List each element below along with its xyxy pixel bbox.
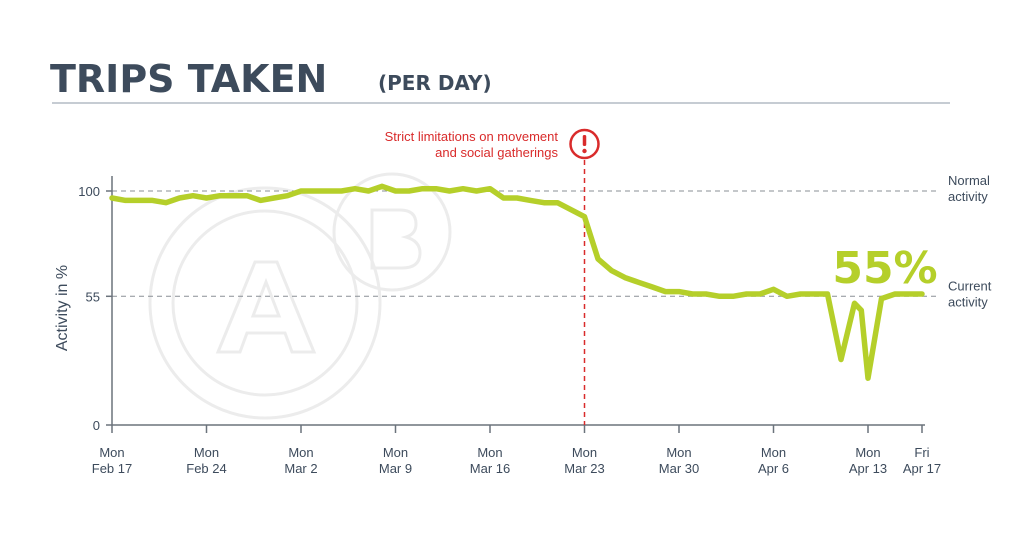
- exclamation-circle-icon: [569, 128, 600, 160]
- x-tick-label: Mon Mar 16: [470, 445, 510, 476]
- x-tick-label-line2: Mar 16: [470, 461, 510, 476]
- x-tick-label: Fri Apr 17: [903, 445, 941, 476]
- x-tick-label: Mon Mar 23: [564, 445, 604, 476]
- x-tick-label-line1: Mon: [383, 445, 408, 460]
- x-tick-label-line2: Mar 23: [564, 461, 604, 476]
- event-annotation-line2: and social gatherings: [435, 145, 558, 160]
- chart-subtitle: (PER DAY): [378, 71, 492, 95]
- x-tick-label-line1: Fri: [914, 445, 929, 460]
- event-annotation: Strict limitations on movement and social…: [385, 128, 600, 425]
- watermark-bubble: [332, 172, 452, 292]
- reference-label-line1: Normal: [948, 173, 990, 188]
- series-layer: [109, 183, 925, 381]
- x-tick-label-line1: Mon: [855, 445, 880, 460]
- watermark-letter-a: [215, 260, 317, 354]
- x-tick-label-line2: Feb 24: [186, 461, 226, 476]
- x-tick-label: Mon Apr 13: [849, 445, 887, 476]
- axes: [106, 176, 925, 433]
- x-tick-label-line1: Mon: [761, 445, 786, 460]
- chart-title: TRIPS TAKEN: [50, 57, 327, 101]
- reference-label-line2: activity: [948, 189, 988, 204]
- reference-line-label: Normal activity: [948, 173, 990, 204]
- x-tick-label-line2: Apr 6: [758, 461, 789, 476]
- x-tick-label-line1: Mon: [477, 445, 502, 460]
- y-axis-label: Activity in %: [54, 265, 71, 351]
- watermark-ring-inner: [171, 209, 359, 397]
- x-tick-label: Mon Mar 9: [379, 445, 412, 476]
- x-tick-label-line1: Mon: [99, 445, 124, 460]
- watermark-ring-outer: [148, 186, 382, 420]
- x-tick-label-line2: Mar 9: [379, 461, 412, 476]
- x-tick-label-line2: Mar 2: [284, 461, 317, 476]
- x-tick-label-line2: Apr 13: [849, 461, 887, 476]
- x-tick-label-line2: Mar 30: [659, 461, 699, 476]
- reference-label-line1: Current: [948, 278, 992, 293]
- x-tick-label: Mon Feb 24: [186, 445, 226, 476]
- reference-label-line2: activity: [948, 294, 988, 309]
- y-tick-label: 55: [86, 289, 100, 304]
- alert-circle: [569, 128, 600, 160]
- x-tick-label-line1: Mon: [288, 445, 313, 460]
- x-tick-label-line1: Mon: [666, 445, 691, 460]
- series-line: [109, 183, 925, 381]
- current-value-label: 55%: [832, 243, 937, 294]
- x-tick-label: Mon Feb 17: [92, 445, 132, 476]
- event-annotation-line1: Strict limitations on movement: [385, 129, 559, 144]
- x-tick-label-line2: Feb 17: [92, 461, 132, 476]
- ab-logo-watermark: [148, 172, 452, 420]
- x-tick-label: Mon Mar 30: [659, 445, 699, 476]
- x-tick-label-line1: Mon: [572, 445, 597, 460]
- alert-bar: [582, 135, 587, 146]
- x-tick-label: Mon Apr 6: [758, 445, 789, 476]
- reference-line-label: Current activity: [948, 278, 992, 309]
- reference-lines: [112, 190, 940, 297]
- event-annotation-text: Strict limitations on movement and social…: [385, 129, 559, 160]
- x-tick-label-line1: Mon: [194, 445, 219, 460]
- x-tick-label: Mon Mar 2: [284, 445, 317, 476]
- y-tick-label: 100: [78, 184, 100, 199]
- x-tick-label-line2: Apr 17: [903, 461, 941, 476]
- watermark-letter-b: [370, 208, 422, 270]
- y-tick-label: 0: [93, 418, 100, 433]
- alert-dot: [582, 148, 587, 154]
